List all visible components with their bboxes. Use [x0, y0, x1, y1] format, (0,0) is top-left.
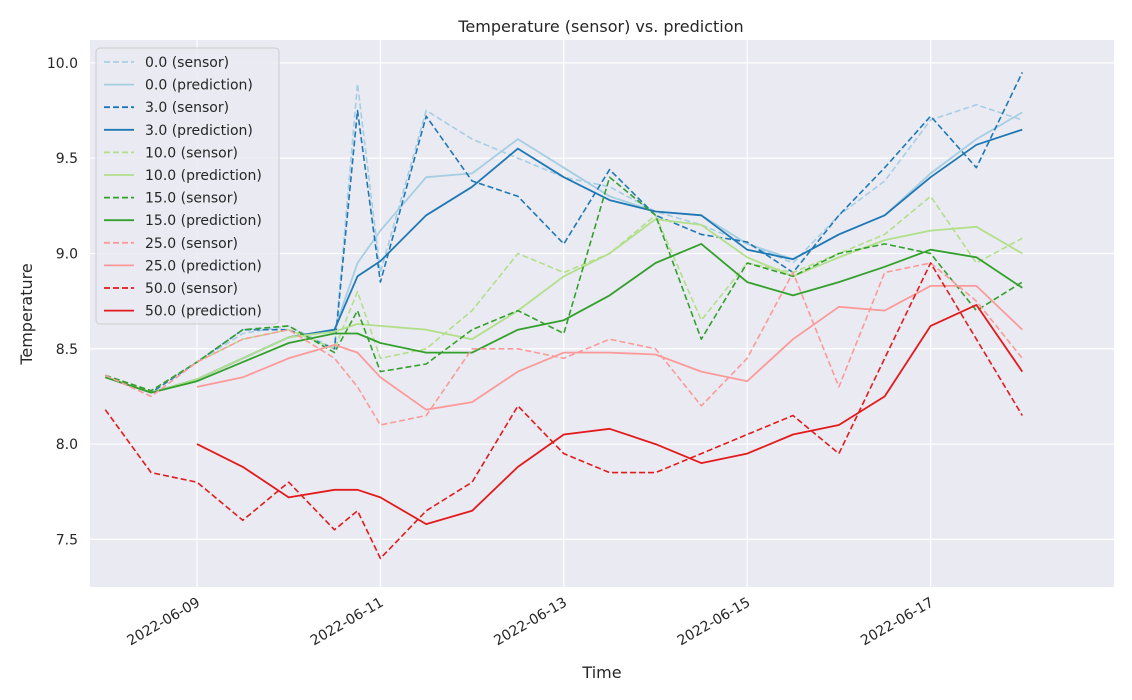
- y-tick-label: 8.5: [56, 342, 78, 358]
- legend-entry: 25.0 (prediction): [145, 258, 262, 274]
- legend-entry: 50.0 (prediction): [145, 304, 262, 320]
- x-axis: 2022-06-09 2022-06-11 2022-06-13 2022-06-15…: [125, 595, 937, 650]
- x-axis-label: Time: [581, 663, 621, 682]
- legend-entry: 15.0 (sensor): [145, 191, 238, 207]
- y-tick-label: 10.0: [47, 56, 78, 72]
- legend-entry: 10.0 (sensor): [145, 145, 238, 161]
- series-layer: [104, 72, 1024, 560]
- legend-entry: 3.0 (prediction): [145, 123, 253, 139]
- legend-entry: 15.0 (prediction): [145, 213, 262, 229]
- legend-entry: 0.0 (prediction): [145, 78, 253, 94]
- legend-entry: 10.0 (prediction): [145, 168, 262, 184]
- y-tick-label: 9.5: [56, 151, 78, 167]
- y-axis-label: Temperature: [17, 263, 36, 365]
- x-tick-label: 2022-06-11: [308, 595, 386, 650]
- series-line-5: [105, 195, 1023, 392]
- series-line-8: [105, 242, 1023, 394]
- series-line-7: [105, 176, 1023, 392]
- y-tick-label: 8.0: [56, 437, 78, 453]
- series-line-10: [196, 284, 1023, 411]
- legend-entry: 25.0 (sensor): [145, 236, 238, 252]
- legend-entry: 50.0 (sensor): [145, 281, 238, 297]
- y-axis: 7.5 8.0 8.5 9.0 9.5 10.0: [47, 56, 78, 548]
- grid: [90, 40, 1114, 587]
- series-line-9: [104, 262, 1023, 426]
- x-tick-label: 2022-06-09: [125, 595, 203, 650]
- legend-box: [95, 47, 280, 325]
- x-tick-label: 2022-06-15: [675, 595, 753, 650]
- chart-title: Temperature (sensor) vs. prediction: [457, 17, 743, 36]
- series-line-11: [104, 262, 1023, 560]
- series-line-1: [105, 83, 1023, 392]
- x-tick-label: 2022-06-13: [491, 595, 569, 650]
- series-line-6: [105, 218, 1023, 394]
- legend-entry: 0.0 (sensor): [145, 55, 229, 71]
- y-tick-label: 7.5: [56, 532, 78, 548]
- series-line-3: [105, 72, 1024, 394]
- y-tick-label: 9.0: [56, 246, 78, 262]
- legend: 0.0 (sensor) 0.0 (prediction) 3.0 (sensor)…: [95, 47, 280, 325]
- series-line-12: [196, 303, 1024, 525]
- x-tick-label: 2022-06-17: [858, 595, 936, 650]
- legend-entry: 3.0 (sensor): [145, 100, 229, 116]
